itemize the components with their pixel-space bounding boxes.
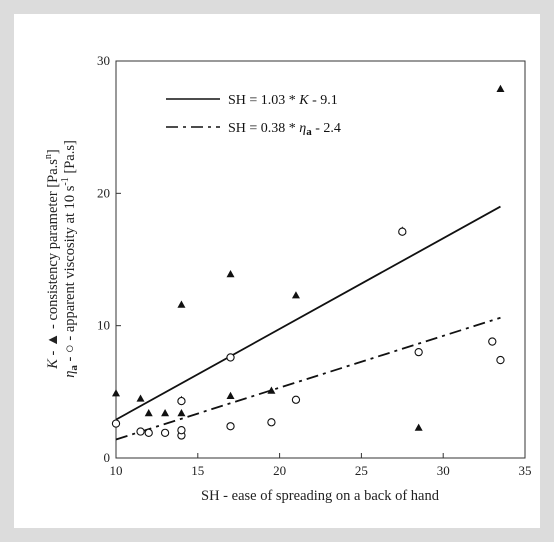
x-tick-label: 15 (191, 463, 204, 478)
legend-label-fit-eta: SH = 0.38 * ηa - 2.4 (228, 121, 341, 138)
triangle-marker (226, 270, 235, 278)
triangle-marker (112, 389, 120, 397)
circle-marker (144, 428, 153, 438)
circle-marker (291, 395, 301, 404)
y-axis-title-eta: ηa - ○ - apparent viscosity at 10 s-1 [P… (60, 140, 80, 378)
triangle-marker (226, 391, 235, 400)
circle-marker (160, 428, 170, 438)
circle-marker (111, 419, 121, 428)
y-tick-label: 30 (97, 53, 110, 68)
triangle-marker (177, 300, 186, 308)
legend: SH = 1.03 * K - 9.1 SH = 0.38 * ηa - 2.4 (166, 93, 341, 138)
fit-lines (115, 205, 501, 441)
triangle-marker (144, 409, 153, 417)
circle-marker (226, 353, 235, 362)
data-markers (111, 84, 505, 440)
circle-marker (177, 426, 186, 435)
y-tick-label: 20 (97, 185, 110, 200)
x-tick-label: 20 (273, 463, 286, 478)
triangle-marker (136, 394, 145, 402)
circle-marker (226, 422, 235, 431)
y-tick-label: 10 (97, 318, 110, 333)
x-axis-title: SH - ease of spreading on a back of hand (201, 488, 440, 504)
circle-marker (177, 396, 186, 406)
x-tick-label: 30 (437, 463, 450, 478)
circle-marker (267, 418, 276, 427)
triangle-marker (161, 409, 170, 417)
fit-line-eta (115, 316, 501, 441)
plot-area (115, 60, 526, 459)
triangle-marker (291, 291, 300, 299)
fit-line-k (115, 205, 501, 421)
y-tick-label: 0 (104, 450, 111, 465)
y-axis-title-k: K - ▲ - consistency parameter [Pa.sn] (43, 149, 61, 369)
triangle-marker (177, 409, 186, 417)
circle-marker (398, 227, 407, 236)
circle-marker (414, 347, 423, 357)
triangle-marker (496, 84, 505, 92)
x-tick-label: 10 (110, 463, 123, 478)
triangle-marker (414, 423, 423, 431)
x-tick-label: 25 (355, 463, 368, 478)
circle-marker (488, 337, 497, 346)
triangle-marker (267, 386, 276, 394)
chart-frame: 10 15 20 25 30 35 0 10 20 30 SH = 1.03 * K - 9.1 … (14, 14, 540, 528)
circle-marker (136, 427, 145, 436)
x-tick-label: 35 (519, 463, 532, 478)
legend-label-fit-k: SH = 1.03 * K - 9.1 (228, 93, 338, 108)
circle-marker (496, 355, 505, 365)
